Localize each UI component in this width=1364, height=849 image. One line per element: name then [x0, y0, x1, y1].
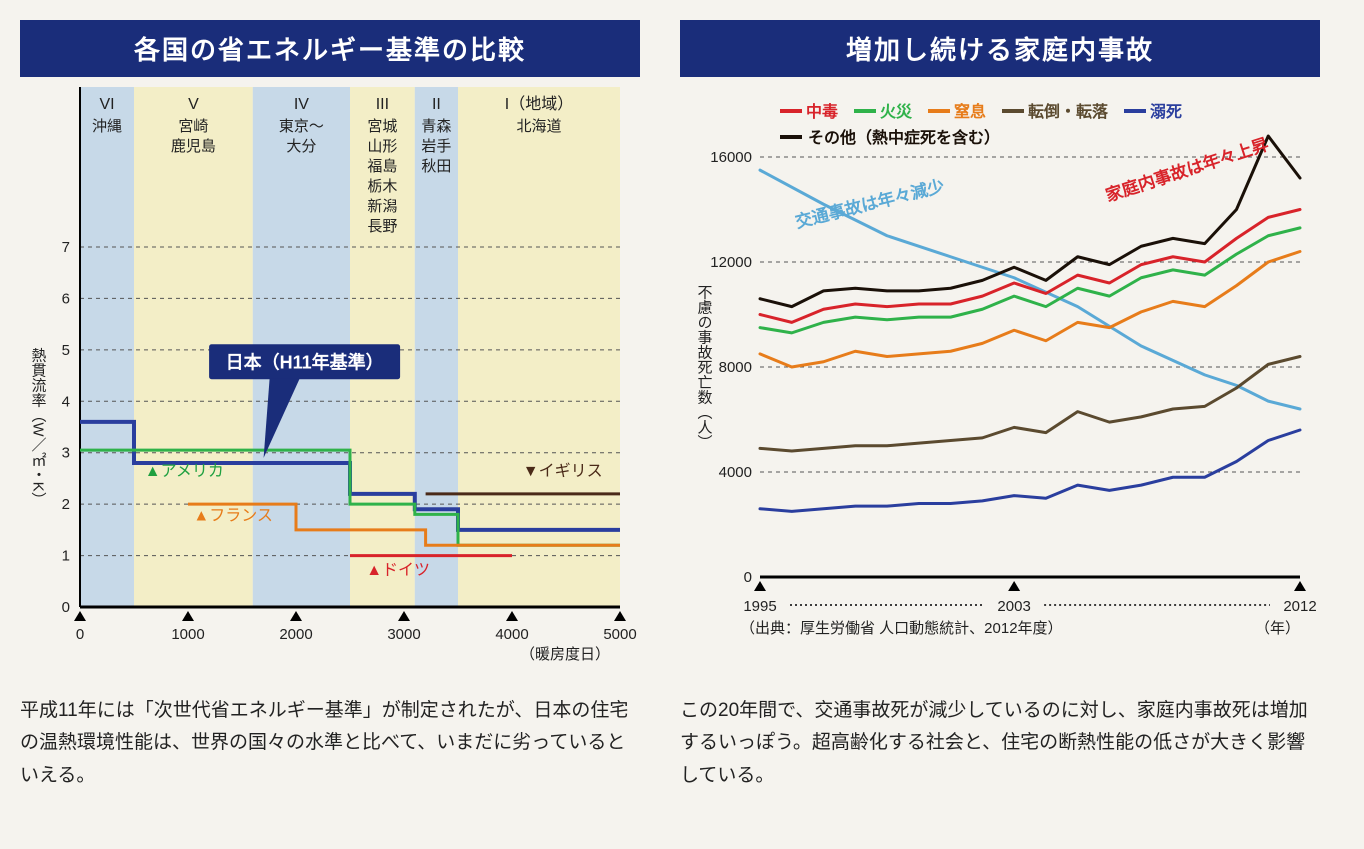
series-label-germany: ▲ドイツ [366, 562, 430, 579]
region-roman: III [376, 96, 389, 113]
x-tick-marker [74, 611, 86, 621]
legend-label: 転倒・転落 [1028, 102, 1109, 121]
region-name: 秋田 [421, 158, 451, 175]
x-tick: 0 [76, 626, 84, 643]
region-name: 大分 [286, 138, 316, 155]
y-tick: 3 [62, 445, 70, 462]
x-tick-marker [754, 581, 766, 591]
x-tick: 4000 [495, 626, 528, 643]
legend-label: 火災 [880, 103, 913, 121]
region-roman: II [432, 96, 441, 113]
y-tick: 16000 [710, 149, 752, 166]
y-tick: 4 [62, 393, 70, 410]
region-name: 新潟 [367, 198, 397, 215]
x-tick-marker [506, 611, 518, 621]
region-name: 山形 [367, 138, 397, 155]
annotation: 家庭内事故は年々上昇 [1103, 134, 1271, 206]
region-name: 沖縄 [92, 118, 122, 135]
source-label: （出典：厚生労働省 人口動態統計、2012年度） [740, 620, 1063, 637]
y-tick: 6 [62, 290, 70, 307]
region-name: 青森 [421, 118, 451, 135]
region-name: 栃木 [367, 178, 397, 195]
legend-label: 窒息 [954, 102, 986, 121]
series-label-france: ▲フランス [193, 508, 273, 525]
right-panel: 増加し続ける家庭内事故 中毒 火災 窒息 転倒・転落 溺死その他（熱中症死を含む） 0 40… [680, 20, 1320, 792]
y-tick: 0 [744, 569, 752, 586]
region-name: 福島 [367, 158, 397, 175]
x-tick-marker [398, 611, 410, 621]
x-tick: 2000 [279, 626, 312, 643]
legend-label: 溺死 [1150, 103, 1182, 121]
series-label-uk: ▼イギリス [523, 462, 603, 480]
x-axis-label: （年） [1255, 620, 1300, 637]
x-tick-marker [290, 611, 302, 621]
x-axis-label: （暖房度日） [520, 646, 610, 663]
legend-label: その他（熱中症死を含む） [808, 128, 1000, 147]
series-suffocation [760, 252, 1300, 368]
left-panel: 各国の省エネルギー基準の比較 VI 沖縄 V 宮崎鹿児島 IV 東京～ 大分 III 宮城山形福… [20, 20, 640, 792]
x-tick: 1000 [171, 626, 204, 643]
callout-text: 日本（H11年基準） [226, 352, 384, 373]
left-title: 各国の省エネルギー基準の比較 [20, 20, 640, 77]
series-label-america: ▲アメリカ [145, 463, 224, 480]
left-caption: 平成11年には「次世代省エネルギー基準」が制定されたが、日本の住宅の温熱環境性能… [20, 695, 640, 792]
series-fire [760, 228, 1300, 333]
region-name: 鹿児島 [171, 138, 216, 155]
region-name: 宮城 [367, 118, 397, 135]
x-tick: 1995 [743, 598, 776, 615]
region-name: 長野 [367, 218, 397, 235]
right-title: 増加し続ける家庭内事故 [680, 20, 1320, 77]
region-roman: VI [99, 96, 114, 113]
home-accidents-chart: 中毒 火災 窒息 転倒・転落 溺死その他（熱中症死を含む） 0 4000 8000 12000 1… [680, 77, 1320, 677]
region-roman: IV [294, 96, 309, 113]
y-tick: 7 [62, 239, 70, 256]
series-drown [760, 430, 1300, 511]
y-tick: 0 [62, 599, 70, 616]
region-roman: I（地域） [505, 95, 573, 113]
right-caption: この20年間で、交通事故死が減少しているのに対し、家庭内事故死は増加するいっぽう… [680, 695, 1320, 792]
x-tick: 2012 [1283, 598, 1316, 615]
region-band [80, 87, 134, 607]
x-tick: 5000 [603, 626, 636, 643]
legend-label: 中毒 [806, 102, 838, 121]
y-tick: 2 [62, 496, 70, 513]
x-tick: 3000 [387, 626, 420, 643]
annotation: 交通事故は年々減少 [793, 175, 946, 231]
region-name: 宮崎 [178, 118, 208, 135]
series-fall [760, 357, 1300, 452]
energy-standards-chart: VI 沖縄 V 宮崎鹿児島 IV 東京～ 大分 III 宮城山形福島栃木新潟長野 II 青森岩手秋田… [20, 77, 640, 677]
y-tick: 5 [62, 342, 70, 359]
region-roman: V [188, 96, 199, 113]
y-tick: 8000 [719, 359, 752, 376]
x-tick-marker [182, 611, 194, 621]
y-tick: 12000 [710, 254, 752, 271]
x-tick-marker [1294, 581, 1306, 591]
x-tick-marker [614, 611, 626, 621]
y-tick: 1 [62, 548, 70, 565]
region-name: 東京～ [279, 118, 324, 135]
y-axis-label: 熱貫流率（W／㎡・K） [30, 347, 47, 506]
x-tick: 2003 [997, 598, 1030, 615]
region-name: 北海道 [516, 118, 561, 135]
y-axis-label: 不慮の事故死亡数（人） [696, 285, 713, 450]
x-tick-marker [1008, 581, 1020, 591]
region-name: 岩手 [421, 138, 451, 155]
y-tick: 4000 [719, 464, 752, 481]
